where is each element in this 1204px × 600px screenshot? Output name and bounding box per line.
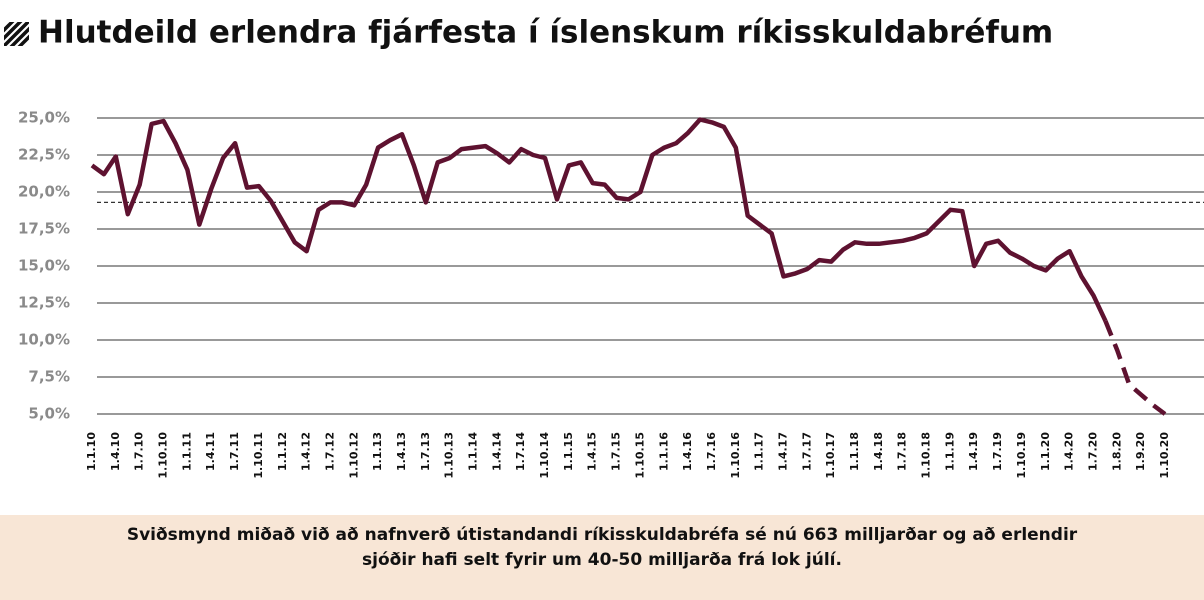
x-tick-label: 1.10.11: [252, 432, 265, 479]
x-tick-label: 1.4.16: [681, 432, 694, 471]
y-tick-label: 17,5%: [18, 220, 70, 238]
x-tick-label: 1.1.10: [85, 432, 98, 471]
x-tick-label: 1.10.15: [633, 432, 646, 479]
x-tick-label: 1.1.16: [657, 432, 670, 471]
title-icon: [4, 22, 29, 46]
note: Sviðsmynd miðað við að nafnverð útistand…: [52, 523, 1152, 573]
x-tick-label: 1.4.20: [1063, 432, 1076, 471]
x-tick-label: 1.7.12: [323, 432, 336, 471]
x-tick-label: 1.10.12: [347, 432, 360, 479]
x-tick-label: 1.1.12: [276, 432, 289, 471]
x-tick-label: 1.10.13: [443, 432, 456, 479]
x-tick-label: 1.7.16: [705, 432, 718, 471]
x-tick-label: 1.1.20: [1039, 432, 1052, 471]
x-tick-label: 1.10.10: [157, 432, 170, 479]
x-tick-label: 1.4.10: [109, 432, 122, 471]
x-tick-label: 1.7.20: [1086, 432, 1099, 471]
y-tick-label: 15,0%: [18, 257, 70, 275]
x-tick-label: 1.4.15: [586, 432, 599, 471]
x-tick-label: 1.4.17: [776, 432, 789, 471]
note-line: Sviðsmynd miðað við að nafnverð útistand…: [126, 525, 1078, 545]
x-tick-label: 1.7.18: [896, 432, 909, 471]
x-tick-label: 1.1.15: [562, 432, 575, 471]
x-tick-label: 1.1.18: [848, 432, 861, 471]
y-tick-label: 10,0%: [18, 331, 70, 349]
x-tick-label: 1.7.14: [514, 432, 527, 471]
chart-title: Hlutdeild erlendra fjárfesta í íslenskum…: [38, 15, 1053, 51]
x-tick-label: 1.4.19: [967, 432, 980, 471]
x-tick-label: 1.1.19: [943, 432, 956, 471]
x-tick-label: 1.1.13: [371, 432, 384, 471]
x-tick-label: 1.7.15: [610, 432, 623, 471]
y-tick-label: 12,5%: [18, 294, 70, 312]
x-tick-label: 1.7.10: [133, 432, 146, 471]
chart: Hlutdeild erlendra fjárfesta í íslenskum…: [4, 15, 1204, 479]
y-tick-label: 7,5%: [28, 368, 70, 386]
x-tick-label: 1.4.12: [300, 432, 313, 471]
x-tick-label: 1.4.13: [395, 432, 408, 471]
x-tick-label: 1.10.16: [729, 432, 742, 479]
x-tick-label: 1.8.20: [1110, 432, 1123, 471]
x-tick-label: 1.1.11: [180, 432, 193, 471]
x-tick-label: 1.7.17: [800, 432, 813, 471]
y-tick-label: 5,0%: [28, 405, 70, 423]
x-tick-label: 1.10.14: [538, 432, 551, 479]
x-tick-label: 1.10.18: [920, 432, 933, 479]
data-line: [1103, 319, 1167, 416]
note-line: sjóðir hafi selt fyrir um 40-50 milljarð…: [362, 550, 842, 570]
y-tick-label: 22,5%: [18, 146, 70, 164]
x-tick-label: 1.4.18: [872, 432, 885, 471]
y-tick-label: 25,0%: [18, 109, 70, 127]
data-line: [90, 117, 1108, 322]
x-tick-label: 1.7.13: [419, 432, 432, 471]
y-tick-label: 20,0%: [18, 183, 70, 201]
x-tick-label: 1.1.14: [467, 432, 480, 471]
x-tick-label: 1.7.11: [228, 432, 241, 471]
x-tick-label: 1.10.17: [824, 432, 837, 479]
x-tick-label: 1.10.19: [1015, 432, 1028, 479]
x-tick-label: 1.4.11: [204, 432, 217, 471]
x-tick-label: 1.4.14: [490, 432, 503, 471]
x-tick-label: 1.9.20: [1134, 432, 1147, 471]
x-tick-label: 1.10.20: [1158, 432, 1171, 479]
footer: Sviðsmynd miðað við að nafnverð útistand…: [0, 515, 1204, 600]
x-tick-label: 1.1.17: [753, 432, 766, 471]
x-tick-label: 1.7.19: [991, 432, 1004, 471]
